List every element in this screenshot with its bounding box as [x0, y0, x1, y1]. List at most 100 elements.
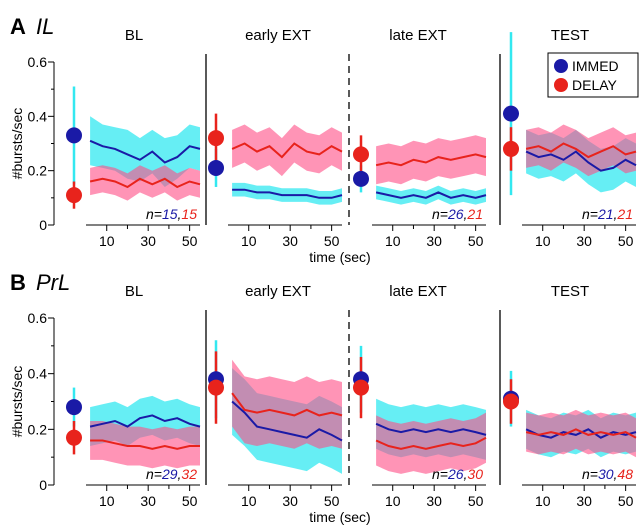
- phase-0: BL 10 30 50 n=15,15: [66, 27, 201, 249]
- n-immed: 26: [447, 206, 464, 222]
- point-delay: [353, 379, 369, 396]
- n-prefix: n=: [582, 206, 598, 222]
- x-tick-label: 50: [468, 233, 484, 249]
- series-line-immed: [231, 400, 343, 442]
- series-line-delay: [90, 439, 200, 450]
- n-sep: ,: [178, 206, 182, 222]
- n-delay: 48: [617, 466, 633, 482]
- y-axis-label: #bursts/sec: [9, 108, 25, 180]
- n-delay: 32: [181, 466, 197, 482]
- point-delay: [66, 187, 82, 204]
- point-delay: [503, 140, 519, 157]
- n-label: n=15,15: [146, 206, 197, 222]
- x-tick-label: 30: [140, 233, 156, 249]
- band-delay: [232, 359, 342, 449]
- y-tick-label: 0: [39, 477, 47, 493]
- legend-marker-delay: [554, 78, 568, 92]
- legend: IMMED DELAY: [547, 52, 639, 98]
- point-delay: [208, 379, 224, 396]
- panel-letter: A: [10, 14, 26, 39]
- point-immed: [66, 399, 82, 416]
- point-delay: [353, 146, 369, 163]
- x-tick-label: 10: [99, 233, 115, 249]
- phase-title: early EXT: [245, 283, 311, 300]
- n-sep: ,: [464, 206, 468, 222]
- legend-label: IMMED: [572, 58, 619, 74]
- n-sep: ,: [464, 466, 468, 482]
- point-immed: [353, 170, 369, 187]
- x-tick-label: 10: [535, 493, 551, 509]
- n-immed: 30: [598, 466, 614, 482]
- phase-title: BL: [125, 27, 143, 44]
- point-delay: [503, 393, 519, 410]
- n-label: n=21,21: [582, 206, 633, 222]
- panel-name: PrL: [36, 270, 70, 295]
- phase-title: late EXT: [389, 27, 447, 44]
- phase-1: early EXT 10 30 50: [208, 27, 343, 249]
- phase-0: BL 10 30 50 n=29,32: [66, 283, 201, 509]
- x-tick-label: 10: [385, 233, 401, 249]
- n-sep: ,: [614, 466, 618, 482]
- x-tick-label: 30: [576, 493, 592, 509]
- n-delay: 30: [467, 466, 483, 482]
- band-delay: [526, 124, 636, 177]
- n-label: n=26,30: [432, 466, 483, 482]
- series-line-immed: [89, 139, 201, 164]
- y-tick-label: 0.2: [28, 421, 48, 437]
- series-line-immed: [375, 191, 487, 199]
- n-immed: 21: [597, 206, 614, 222]
- phase-title: late EXT: [389, 283, 447, 300]
- n-immed: 26: [447, 466, 464, 482]
- x-tick-label: 30: [426, 493, 442, 509]
- y-axis-label: #bursts/sec: [9, 366, 25, 438]
- band-delay: [90, 165, 200, 201]
- n-label: n=26,21: [432, 206, 483, 222]
- phase-title: BL: [125, 283, 143, 300]
- phase-1: early EXT 10 30 50: [208, 283, 343, 509]
- n-prefix: n=: [146, 206, 162, 222]
- series-line-delay: [375, 153, 487, 167]
- phase-2: late EXT 10 30 50 n=26,21: [353, 27, 487, 249]
- n-immed: 29: [161, 466, 178, 482]
- series-line-delay: [525, 428, 637, 439]
- series-line-immed: [525, 150, 637, 172]
- n-prefix: n=: [432, 206, 448, 222]
- series-line-delay: [375, 436, 487, 450]
- band-delay: [376, 412, 486, 474]
- n-immed: 15: [162, 206, 178, 222]
- x-tick-label: 50: [618, 233, 634, 249]
- n-label: n=29,32: [146, 466, 197, 482]
- series-line-delay: [525, 142, 637, 159]
- point-immed: [66, 127, 82, 144]
- x-tick-label: 50: [182, 233, 198, 249]
- legend-marker-immed: [554, 59, 568, 73]
- y-tick-label: 0: [39, 217, 47, 233]
- series-line-immed: [232, 188, 343, 199]
- x-tick-label: 30: [576, 233, 592, 249]
- x-tick-label: 50: [182, 493, 198, 509]
- point-immed: [208, 159, 224, 176]
- point-delay: [208, 130, 224, 147]
- series-line-immed: [375, 422, 487, 436]
- x-tick-label: 30: [140, 493, 156, 509]
- phase-title: TEST: [551, 27, 589, 44]
- y-tick-label: 0.2: [28, 163, 48, 179]
- x-tick-label: 10: [241, 233, 257, 249]
- n-sep: ,: [614, 206, 618, 222]
- series-line-delay: [231, 392, 343, 417]
- y-tick-label: 0.4: [28, 366, 48, 382]
- x-tick-label: 50: [324, 493, 340, 509]
- x-axis-label: time (sec): [309, 249, 370, 265]
- y-tick-label: 0.6: [28, 310, 48, 326]
- x-tick-label: 50: [324, 233, 340, 249]
- band-immed: [232, 182, 342, 205]
- n-label: n=30,48: [582, 466, 633, 482]
- point-immed: [503, 105, 519, 122]
- x-tick-label: 50: [468, 493, 484, 509]
- phase-title: TEST: [551, 283, 589, 300]
